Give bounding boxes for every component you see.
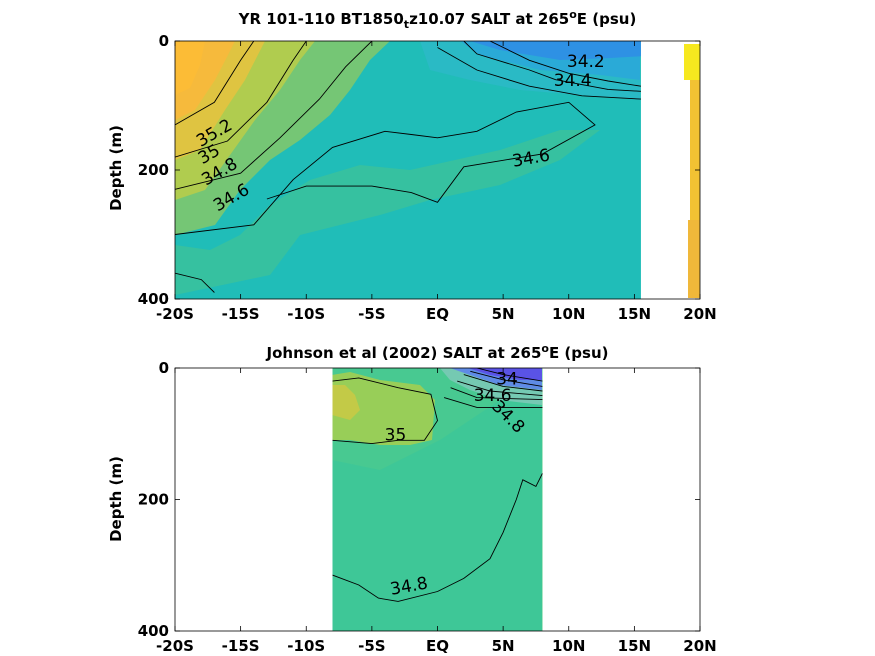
top-xtick-label: -15S — [222, 305, 260, 323]
bottom-salinity-band — [332, 385, 360, 420]
bottom-xtick-label: -15S — [222, 637, 260, 655]
bottom-contour-line — [332, 377, 438, 445]
bottom-contour-line — [332, 472, 543, 602]
bottom-contour-line — [457, 380, 543, 397]
bottom-contour-line — [443, 397, 543, 408]
bottom-xtick-label: 15N — [618, 637, 651, 655]
top-salinity-band — [175, 130, 600, 295]
bottom-contour-label: 35 — [385, 425, 407, 445]
bottom-xtick-label: -10S — [287, 637, 325, 655]
top-contour-label: 34.2 — [567, 52, 605, 72]
top-contour-label: 34.4 — [554, 71, 592, 91]
bottom-ytick-label: 200 — [138, 491, 169, 509]
top-title-mid: z10.07 SALT at 265 — [409, 10, 570, 28]
top-xtick-label: -5S — [358, 305, 385, 323]
top-contour-line — [175, 101, 596, 235]
top-title-sup: o — [569, 8, 577, 21]
bottom-contour-line — [476, 368, 543, 382]
bottom-xtick-label: EQ — [426, 637, 449, 655]
top-title-prefix: YR 101-110 BT1850 — [238, 10, 404, 28]
top-ytick-label: 200 — [138, 161, 169, 179]
bottom-chart-title: Johnson et al (2002) SALT at 265oE (psu) — [0, 342, 875, 362]
top-xtick-label: 10N — [552, 305, 585, 323]
bottom-xtick-label: 5N — [492, 637, 515, 655]
bottom-xtick-label: -20S — [156, 637, 194, 655]
bottom-salinity-band — [468, 368, 542, 380]
top-title-suffix: E (psu) — [576, 10, 637, 28]
top-contour-line — [175, 41, 255, 126]
bottom-contour-line — [450, 387, 543, 401]
bottom-xtick-label: 20N — [683, 637, 716, 655]
bottom-ytick-label: 400 — [138, 622, 169, 640]
top-contour-line — [175, 272, 215, 293]
top-xtick-label: 20N — [683, 305, 716, 323]
top-contour-line — [463, 41, 641, 92]
top-salinity-band — [175, 41, 205, 95]
top-contour-line — [175, 41, 307, 158]
bottom-salinity-band — [332, 380, 542, 631]
top-xtick-label: 5N — [492, 305, 515, 323]
bottom-contour-line — [470, 370, 543, 387]
top-strip-yellow — [684, 44, 700, 80]
top-xtick-label: EQ — [426, 305, 449, 323]
bottom-ytick-label: 0 — [159, 359, 169, 377]
top-xtick-label: -20S — [156, 305, 194, 323]
bottom-contour-line — [463, 374, 543, 392]
top-ytick-label: 0 — [159, 32, 169, 50]
bottom-contour-lines — [332, 368, 543, 602]
top-salinity-band — [470, 41, 641, 60]
top-contour-line — [175, 41, 373, 190]
top-title-sub: t — [403, 18, 410, 31]
bottom-title-prefix: Johnson et al (2002) SALT at 265 — [266, 344, 542, 362]
top-contour-line — [437, 47, 641, 100]
top-contour-lines — [175, 41, 641, 293]
top-strip-deep — [688, 220, 700, 298]
bottom-xtick-label: -5S — [358, 637, 385, 655]
bottom-xtick-label: 10N — [552, 637, 585, 655]
top-xtick-label: 15N — [618, 305, 651, 323]
top-ytick-label: 400 — [138, 290, 169, 308]
bottom-contour-label: 34 — [496, 369, 518, 389]
bottom-field — [332, 368, 543, 631]
bottom-title-suffix: E (psu) — [548, 344, 609, 362]
top-land-gap — [641, 42, 684, 299]
bottom-title-sup: o — [541, 342, 549, 355]
top-strip-orange — [690, 80, 700, 220]
top-xtick-label: -10S — [287, 305, 325, 323]
top-contour-line — [489, 41, 641, 87]
bottom-contour-label: 34.6 — [474, 386, 512, 406]
top-chart-title: YR 101-110 BT1850tz10.07 SALT at 265oE (… — [0, 8, 875, 31]
